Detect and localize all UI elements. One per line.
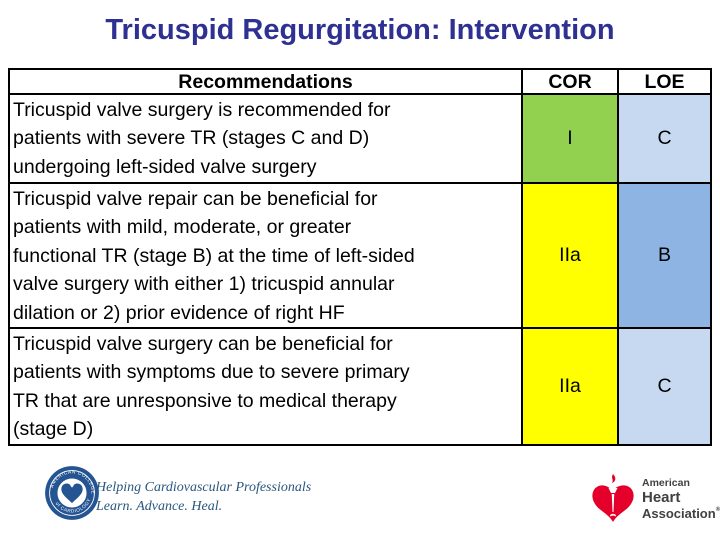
table-row: Tricuspid valve repair can be beneficial… [8, 181, 712, 330]
cor-value-cell: IIa [521, 327, 619, 446]
registered-mark: ® [715, 507, 720, 514]
aha-logo: American Heart Association® [588, 472, 720, 526]
table-row: Tricuspid valve surgery can be beneficia… [8, 327, 712, 446]
acc-seal-icon: AMERICAN COLLEGE of CARDIOLOGY [45, 466, 99, 520]
recommendation-text: Tricuspid valve surgery is recommended f… [8, 93, 523, 184]
recommendations-table: Recommendations COR LOE Tricuspid valve … [8, 68, 712, 446]
cor-value-cell: IIa [521, 181, 619, 330]
loe-value-cell: C [617, 327, 712, 446]
acc-seal-heart-shape [61, 483, 83, 504]
slide-title: Tricuspid Regurgitation: Intervention [105, 14, 615, 46]
recommendation-text: Tricuspid valve repair can be beneficial… [8, 181, 523, 330]
loe-column-header: LOE [617, 68, 712, 95]
aha-heart-torch-icon [592, 474, 634, 522]
acc-tagline: Helping Cardiovascular Professionals Lea… [96, 478, 311, 516]
aha-word-association: Association® [642, 506, 720, 522]
acc-tagline-line2: Learn. Advance. Heal. [96, 499, 223, 514]
aha-word-american: American [642, 476, 690, 489]
aha-word-heart: Heart [642, 489, 681, 507]
acc-tagline-line1: Helping Cardiovascular Professionals [96, 480, 312, 495]
cor-value-cell: I [521, 93, 619, 184]
table-header-row: Recommendations COR LOE [8, 68, 712, 95]
recommendation-text: Tricuspid valve surgery can be beneficia… [8, 327, 523, 446]
loe-value-cell: C [617, 93, 712, 184]
table-row: Tricuspid valve surgery is recommended f… [8, 93, 712, 184]
loe-value-cell: B [617, 181, 712, 330]
recommendations-column-header: Recommendations [8, 68, 523, 95]
cor-column-header: COR [521, 68, 619, 95]
aha-wordmark: American Heart Association® [642, 478, 720, 521]
